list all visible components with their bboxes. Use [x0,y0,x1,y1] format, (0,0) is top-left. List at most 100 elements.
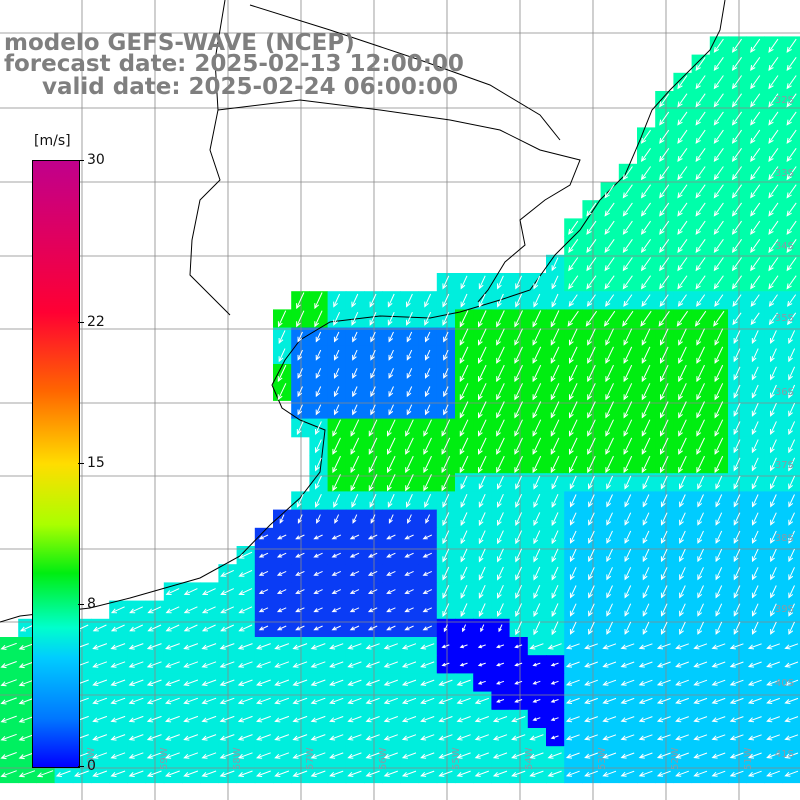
wind-arrow [620,679,635,686]
wind-arrow [747,643,762,650]
wind-arrow [586,202,597,217]
wind-arrow [733,402,741,417]
wind-arrow [733,530,741,544]
wind-arrow [147,624,162,632]
wind-arrow [770,603,777,617]
wind-arrow [438,697,453,705]
wind-arrow [514,662,523,667]
wind-arrow [565,716,580,723]
wind-arrow [679,585,686,599]
wind-arrow [460,512,468,527]
border-path [189,0,581,316]
wind-arrow [693,752,708,759]
wind-arrow [715,494,723,508]
wind-arrow [297,368,303,379]
wind-arrow [529,734,544,741]
wind-arrow [474,770,489,777]
wind-arrow [296,310,305,328]
wind-arrow [624,603,632,617]
wind-arrow [365,770,380,777]
wind-arrow [751,457,759,472]
wind-arrow [660,455,669,474]
wind-arrow [696,437,705,455]
wind-arrow [256,734,271,741]
wind-arrow [784,716,799,723]
wind-arrow [569,512,577,526]
wind-arrow [74,770,89,777]
wind-arrow [514,346,523,364]
latitude-label: 41S [774,749,794,760]
wind-arrow [788,366,796,381]
wind-arrow [401,661,417,668]
colorbar-tick-label: 15 [87,455,105,471]
wind-arrow [404,534,414,540]
wind-arrow [478,419,487,437]
wind-arrow [387,493,395,508]
wind-arrow [404,570,414,576]
wind-arrow [349,570,360,576]
wind-arrow [424,311,432,326]
wind-arrow [201,624,216,632]
wind-arrow [350,419,360,437]
wind-arrow [731,93,743,108]
wind-arrow [333,368,340,379]
wind-arrow [550,346,560,364]
wind-arrow [365,643,380,650]
wind-arrow [768,257,779,272]
colorbar-tick [78,604,84,606]
wind-arrow [201,734,217,741]
wind-arrow [405,419,414,437]
wind-arrow [292,697,308,705]
wind-arrow [315,331,322,343]
wind-arrow [547,752,562,759]
wind-arrow [478,364,487,383]
wind-arrow [569,419,578,437]
wind-arrow [333,311,341,326]
wind-arrow [550,419,560,437]
wind-arrow [424,386,431,398]
wind-arrow [784,643,799,650]
wind-arrow [569,364,578,383]
wind-arrow [146,770,162,777]
wind-arrow [715,621,723,635]
wind-arrow [443,386,449,398]
wind-arrow [677,275,688,290]
wind-arrow [55,770,71,777]
wind-arrow [256,679,271,686]
wind-arrow [533,475,541,490]
wind-arrow [640,310,652,327]
wind-arrow [696,294,706,307]
wind-arrow [584,697,598,704]
wind-arrow [387,474,396,492]
wind-arrow [441,437,451,455]
wind-arrow [368,437,378,455]
wind-arrow [731,184,743,199]
wind-arrow [551,603,559,618]
wind-arrow [713,111,724,126]
wind-arrow [370,368,376,379]
wind-arrow [460,603,468,618]
wind-arrow [550,364,560,383]
wind-arrow [297,386,303,398]
wind-arrow [92,679,108,686]
wind-arrow [219,697,235,705]
wind-arrow [183,697,199,705]
wind-arrow [349,534,360,540]
wind-arrow [677,93,688,108]
wind-arrow [237,679,253,686]
wind-arrow [551,548,559,563]
wind-arrow [496,419,505,437]
wind-arrow [770,457,777,472]
wind-arrow [696,328,705,346]
wind-arrow [0,642,17,650]
wind-arrow [768,93,779,108]
wind-arrow [641,346,651,364]
wind-arrow [641,437,651,455]
wind-arrow [352,386,358,398]
wind-arrow [696,383,705,401]
wind-arrow [92,770,108,777]
wind-arrow [478,437,487,455]
wind-arrow [459,437,469,455]
wind-arrow [406,368,413,379]
wind-arrow [460,530,468,545]
